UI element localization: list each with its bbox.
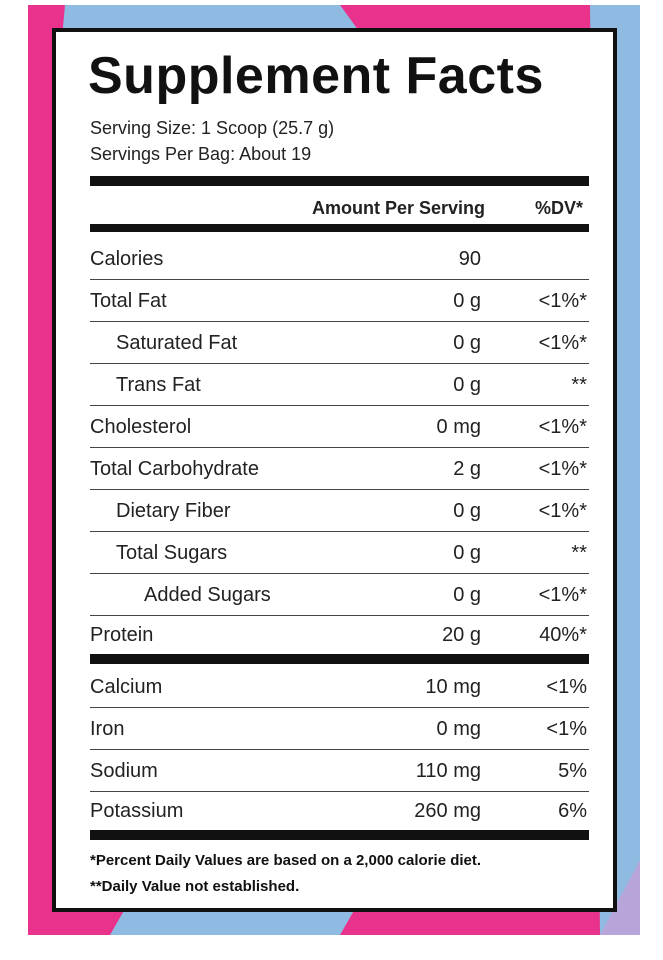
nutrient: Total Sugars: [116, 542, 228, 564]
servings-per-bag: Servings Per Bag: About 19: [90, 144, 312, 164]
daily-value: <1%*: [538, 290, 587, 312]
nutrient: Calcium: [90, 676, 163, 698]
nutrient-row: Sodium 110 mg 5%: [90, 750, 589, 792]
nutrient: Sodium: [90, 760, 158, 782]
nutrient: Dietary Fiber: [116, 500, 231, 522]
nutrient-row: Dietary Fiber 0 g <1%*: [90, 490, 589, 532]
nutrient: Protein: [90, 624, 154, 646]
amount: 0 g: [453, 500, 481, 522]
daily-value: <1%: [546, 676, 587, 698]
supplement-label: Supplement Facts Serving Size: 1 Scoop (…: [52, 28, 617, 912]
daily-value: **: [571, 542, 587, 564]
amount: 0 g: [453, 332, 481, 354]
nutrient-row: Added Sugars 0 g <1%*: [90, 574, 589, 616]
title: Supplement Facts: [88, 47, 544, 105]
nutrient-row: Total Sugars 0 g **: [90, 532, 589, 574]
daily-value: <1%*: [538, 584, 587, 606]
footnote: **Daily Value not established.: [90, 878, 300, 895]
nutrient-row: Cholesterol 0 mg <1%*: [90, 406, 589, 448]
divider: [90, 176, 589, 186]
daily-value: <1%: [546, 718, 587, 740]
nutrient: Potassium: [90, 800, 184, 822]
nutrient: Trans Fat: [116, 374, 201, 396]
nutrient: Cholesterol: [90, 416, 192, 438]
amount: 90: [458, 248, 481, 270]
amount: 2 g: [453, 458, 481, 480]
nutrient-row: Trans Fat 0 g **: [90, 364, 589, 406]
nutrient: Saturated Fat: [116, 332, 238, 354]
amount: 0 mg: [436, 718, 481, 740]
daily-value: <1%*: [538, 332, 587, 354]
divider: [90, 830, 589, 840]
footnote: *Percent Daily Values are based on a 2,0…: [90, 852, 482, 869]
daily-value: **: [571, 374, 587, 396]
amount: 110 mg: [415, 760, 481, 782]
daily-value: <1%*: [538, 416, 587, 438]
divider: [90, 224, 589, 232]
nutrient-row: Saturated Fat 0 g <1%*: [90, 322, 589, 364]
nutrient-row: Total Carbohydrate 2 g <1%*: [90, 448, 589, 490]
amount: 20 g: [442, 624, 481, 646]
nutrient: Total Fat: [90, 290, 167, 312]
nutrient-row: Iron 0 mg <1%: [90, 708, 589, 750]
amount: 260 mg: [414, 800, 481, 822]
daily-value: 40%*: [539, 624, 587, 646]
daily-value: <1%*: [538, 458, 587, 480]
nutrient-row: Protein 20 g 40%*: [90, 614, 589, 655]
amount: 0 g: [453, 374, 481, 396]
daily-value: <1%*: [538, 500, 587, 522]
nutrient-row: Calories 90: [90, 238, 589, 280]
nutrient-row: Calcium 10 mg <1%: [90, 666, 589, 708]
amount-header: Amount Per Serving: [311, 198, 485, 218]
dv-header: %DV*: [534, 198, 583, 218]
nutrient: Iron: [90, 718, 125, 740]
serving-size: Serving Size: 1 Scoop (25.7 g): [90, 118, 335, 138]
amount: 0 g: [453, 542, 481, 564]
nutrient: Calories: [90, 248, 164, 270]
daily-value: 6%: [558, 800, 587, 822]
nutrient: Added Sugars: [144, 584, 271, 606]
nutrient: Total Carbohydrate: [90, 458, 259, 480]
daily-value: 5%: [558, 760, 587, 782]
amount: 10 mg: [425, 676, 481, 698]
nutrient-row: Total Fat 0 g <1%*: [90, 280, 589, 322]
amount: 0 g: [453, 584, 481, 606]
amount: 0 mg: [436, 416, 481, 438]
divider: [90, 654, 589, 664]
amount: 0 g: [453, 290, 481, 312]
nutrient-row: Potassium 260 mg 6%: [90, 790, 589, 831]
